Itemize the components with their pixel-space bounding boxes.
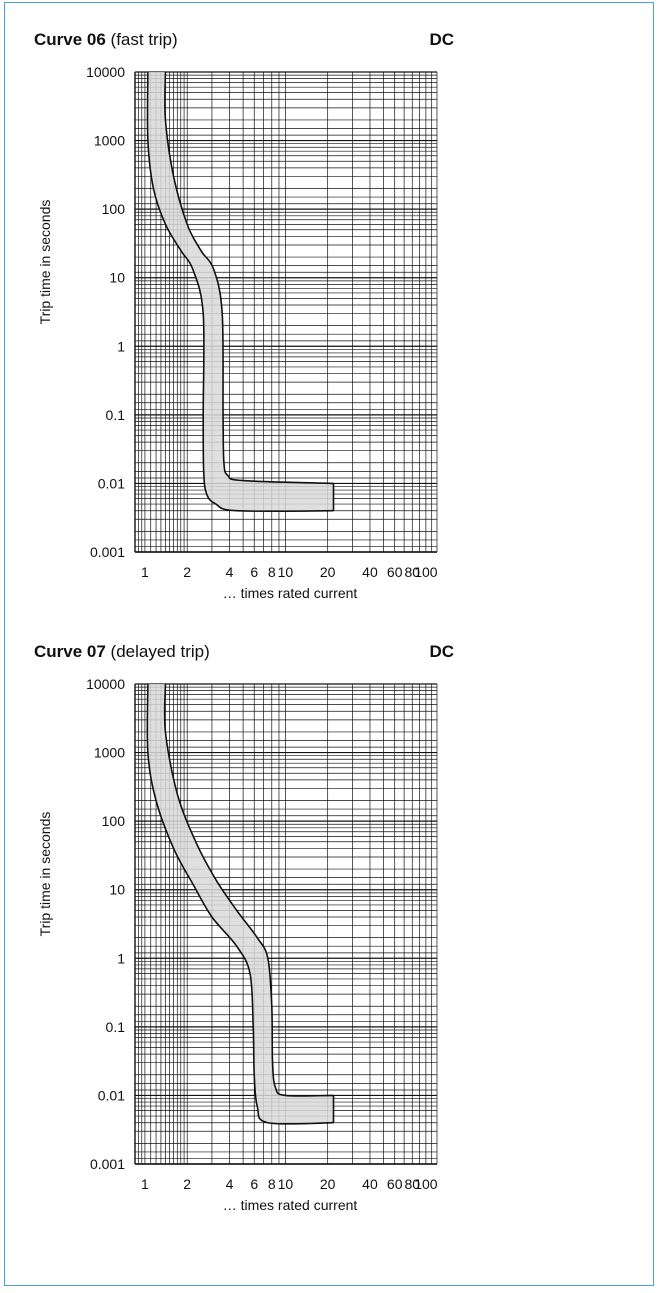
chart2-header: Curve 07 (delayed trip) DC bbox=[34, 642, 454, 662]
y-tick-label: 0.001 bbox=[90, 544, 125, 560]
y-tick-label: 10000 bbox=[86, 676, 125, 692]
grid bbox=[134, 683, 438, 1165]
chart2-plot: Trip time in seconds … times rated curre… bbox=[37, 676, 438, 1213]
y-tick-label: 1 bbox=[117, 950, 125, 966]
x-tick-label: 4 bbox=[226, 1176, 234, 1192]
page-frame bbox=[4, 2, 654, 1286]
chart1-plot: Trip time in seconds … times rated curre… bbox=[37, 64, 438, 601]
series-upper-limit bbox=[164, 71, 334, 485]
x-tick-label: 8 bbox=[268, 1176, 276, 1192]
x-tick-label: 8 bbox=[268, 564, 276, 580]
x-tick-label: 100 bbox=[414, 564, 438, 580]
y-tick-label: 0.1 bbox=[106, 407, 126, 423]
chart1-header: Curve 06 (fast trip) DC bbox=[34, 30, 454, 50]
series-lower-limit bbox=[146, 683, 334, 1125]
chart1-title-rest: (fast trip) bbox=[105, 30, 178, 49]
y-tick-label: 1 bbox=[117, 338, 125, 354]
x-tick-label: 80 bbox=[404, 564, 420, 580]
x-tick-label: 4 bbox=[226, 564, 234, 580]
y-tick-label: 1000 bbox=[94, 745, 125, 761]
x-tick-label: 1 bbox=[141, 564, 149, 580]
y-tick-label: 100 bbox=[102, 813, 126, 829]
x-tick-label: 100 bbox=[414, 1176, 438, 1192]
x-tick-label: 2 bbox=[183, 1176, 191, 1192]
grid bbox=[134, 71, 438, 553]
y-tick-label: 100 bbox=[102, 201, 126, 217]
chart2-title-rest: (delayed trip) bbox=[105, 642, 210, 661]
series-upper-limit bbox=[163, 683, 334, 1097]
y-tick-label: 0.001 bbox=[90, 1156, 125, 1172]
chart1-xlabel: … times rated current bbox=[223, 585, 358, 601]
x-tick-label: 60 bbox=[387, 1176, 403, 1192]
x-tick-label: 2 bbox=[183, 564, 191, 580]
y-tick-label: 0.01 bbox=[98, 475, 125, 491]
x-tick-label: 60 bbox=[387, 564, 403, 580]
chart2-dc-label: DC bbox=[429, 642, 454, 661]
y-tick-label: 10000 bbox=[86, 64, 125, 80]
x-tick-label: 6 bbox=[250, 1176, 258, 1192]
chart2-ylabel: Trip time in seconds bbox=[37, 812, 53, 937]
x-tick-label: 80 bbox=[404, 1176, 420, 1192]
x-tick-label: 20 bbox=[320, 564, 336, 580]
y-tick-label: 1000 bbox=[94, 133, 125, 149]
x-tick-label: 40 bbox=[362, 1176, 378, 1192]
trip-band bbox=[147, 684, 334, 1124]
y-tick-label: 10 bbox=[109, 882, 125, 898]
x-tick-label: 6 bbox=[250, 564, 258, 580]
x-tick-label: 1 bbox=[141, 1176, 149, 1192]
y-tick-label: 0.01 bbox=[98, 1087, 125, 1103]
y-tick-label: 10 bbox=[109, 270, 125, 286]
chart1-dc-label: DC bbox=[429, 30, 454, 49]
y-tick-label: 0.1 bbox=[106, 1019, 126, 1035]
x-tick-label: 10 bbox=[278, 564, 294, 580]
x-tick-label: 10 bbox=[278, 1176, 294, 1192]
x-tick-label: 20 bbox=[320, 1176, 336, 1192]
chart2-title-bold: Curve 07 bbox=[34, 642, 106, 661]
chart2-xlabel: … times rated current bbox=[223, 1197, 358, 1213]
chart1-title-bold: Curve 06 bbox=[34, 30, 106, 49]
x-tick-label: 40 bbox=[362, 564, 378, 580]
series-lower-limit bbox=[146, 71, 334, 513]
trip-band bbox=[147, 72, 334, 512]
chart1-ylabel: Trip time in seconds bbox=[37, 200, 53, 325]
